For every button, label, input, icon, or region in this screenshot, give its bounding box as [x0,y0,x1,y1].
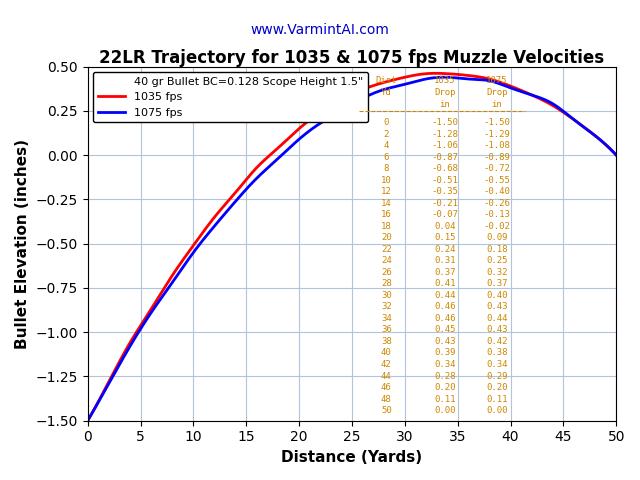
Text: -0.26: -0.26 [483,199,510,208]
Text: 0.18: 0.18 [486,245,508,254]
Text: 12: 12 [381,187,392,196]
Text: 0.41: 0.41 [435,279,456,288]
Text: 0.38: 0.38 [486,348,508,358]
Text: 0.11: 0.11 [486,395,508,404]
Text: 40: 40 [381,348,392,358]
Text: 46: 46 [381,383,392,392]
Text: -0.13: -0.13 [483,210,510,219]
Text: 0: 0 [383,118,389,127]
Text: 0.43: 0.43 [486,302,508,312]
Text: -0.55: -0.55 [483,176,510,185]
Text: 4: 4 [383,141,389,150]
Text: www.VarmintAI.com: www.VarmintAI.com [251,23,389,36]
Text: 0.44: 0.44 [486,314,508,323]
Text: 10: 10 [381,176,392,185]
Text: 0.15: 0.15 [435,233,456,242]
Text: 0.43: 0.43 [435,337,456,346]
Text: -0.89: -0.89 [483,153,510,162]
Text: 0.40: 0.40 [486,291,508,300]
Text: in: in [440,100,451,109]
Text: -1.28: -1.28 [431,130,458,139]
Text: 0.24: 0.24 [435,245,456,254]
Text: Drop: Drop [435,88,456,97]
Text: 0.00: 0.00 [486,406,508,415]
Text: -0.02: -0.02 [483,222,510,231]
Text: 36: 36 [381,325,392,335]
Text: 24: 24 [381,256,392,265]
Text: -0.51: -0.51 [431,176,458,185]
Text: 34: 34 [381,314,392,323]
Text: 32: 32 [381,302,392,312]
Text: 18: 18 [381,222,392,231]
Text: 0.25: 0.25 [486,256,508,265]
Text: -0.40: -0.40 [483,187,510,196]
Text: 0.46: 0.46 [435,314,456,323]
Text: -1.08: -1.08 [483,141,510,150]
Text: 0.45: 0.45 [435,325,456,335]
Text: 0.34: 0.34 [486,360,508,369]
Text: 22: 22 [381,245,392,254]
Text: Drop: Drop [486,88,508,97]
X-axis label: Distance (Yards): Distance (Yards) [282,450,422,465]
Text: -0.35: -0.35 [431,187,458,196]
Text: 48: 48 [381,395,392,404]
Text: 30: 30 [381,291,392,300]
Text: 20: 20 [381,233,392,242]
Text: in: in [492,100,502,109]
Text: 0.09: 0.09 [486,233,508,242]
Text: 16: 16 [381,210,392,219]
Legend: 40 gr Bullet BC=0.128 Scope Height 1.5", 1035 fps, 1075 fps: 40 gr Bullet BC=0.128 Scope Height 1.5",… [93,72,368,122]
Text: 8: 8 [383,164,389,173]
Text: -0.07: -0.07 [431,210,458,219]
Text: Yd: Yd [381,88,392,97]
Text: 0.32: 0.32 [486,268,508,277]
Text: 28: 28 [381,279,392,288]
Text: -0.72: -0.72 [483,164,510,173]
Text: -0.21: -0.21 [431,199,458,208]
Text: 0.44: 0.44 [435,291,456,300]
Text: 0.11: 0.11 [435,395,456,404]
Text: -1.29: -1.29 [483,130,510,139]
Text: 0.20: 0.20 [486,383,508,392]
Text: 0.43: 0.43 [486,325,508,335]
Text: 0.20: 0.20 [435,383,456,392]
Text: -1.06: -1.06 [431,141,458,150]
Text: 0.42: 0.42 [486,337,508,346]
Text: 0.37: 0.37 [435,268,456,277]
Text: 0.34: 0.34 [435,360,456,369]
Text: 26: 26 [381,268,392,277]
Text: 1035: 1035 [435,76,456,85]
Text: 0.04: 0.04 [435,222,456,231]
Text: 38: 38 [381,337,392,346]
Text: -1.50: -1.50 [483,118,510,127]
Text: -0.68: -0.68 [431,164,458,173]
Text: 6: 6 [383,153,389,162]
Y-axis label: Bullet Elevation (inches): Bullet Elevation (inches) [15,139,30,348]
Text: 14: 14 [381,199,392,208]
Text: 0.46: 0.46 [435,302,456,312]
Text: 0.29: 0.29 [486,372,508,381]
Text: -0.87: -0.87 [431,153,458,162]
Text: 44: 44 [381,372,392,381]
Title: 22LR Trajectory for 1035 & 1075 fps Muzzle Velocities: 22LR Trajectory for 1035 & 1075 fps Muzz… [99,48,605,67]
Text: 42: 42 [381,360,392,369]
Text: 0.31: 0.31 [435,256,456,265]
Text: 50: 50 [381,406,392,415]
Text: Dist: Dist [376,76,397,85]
Text: 0.28: 0.28 [435,372,456,381]
Text: 1075: 1075 [486,76,508,85]
Text: 0.39: 0.39 [435,348,456,358]
Text: 0.00: 0.00 [435,406,456,415]
Text: -1.50: -1.50 [431,118,458,127]
Text: 0.37: 0.37 [486,279,508,288]
Text: 2: 2 [383,130,389,139]
